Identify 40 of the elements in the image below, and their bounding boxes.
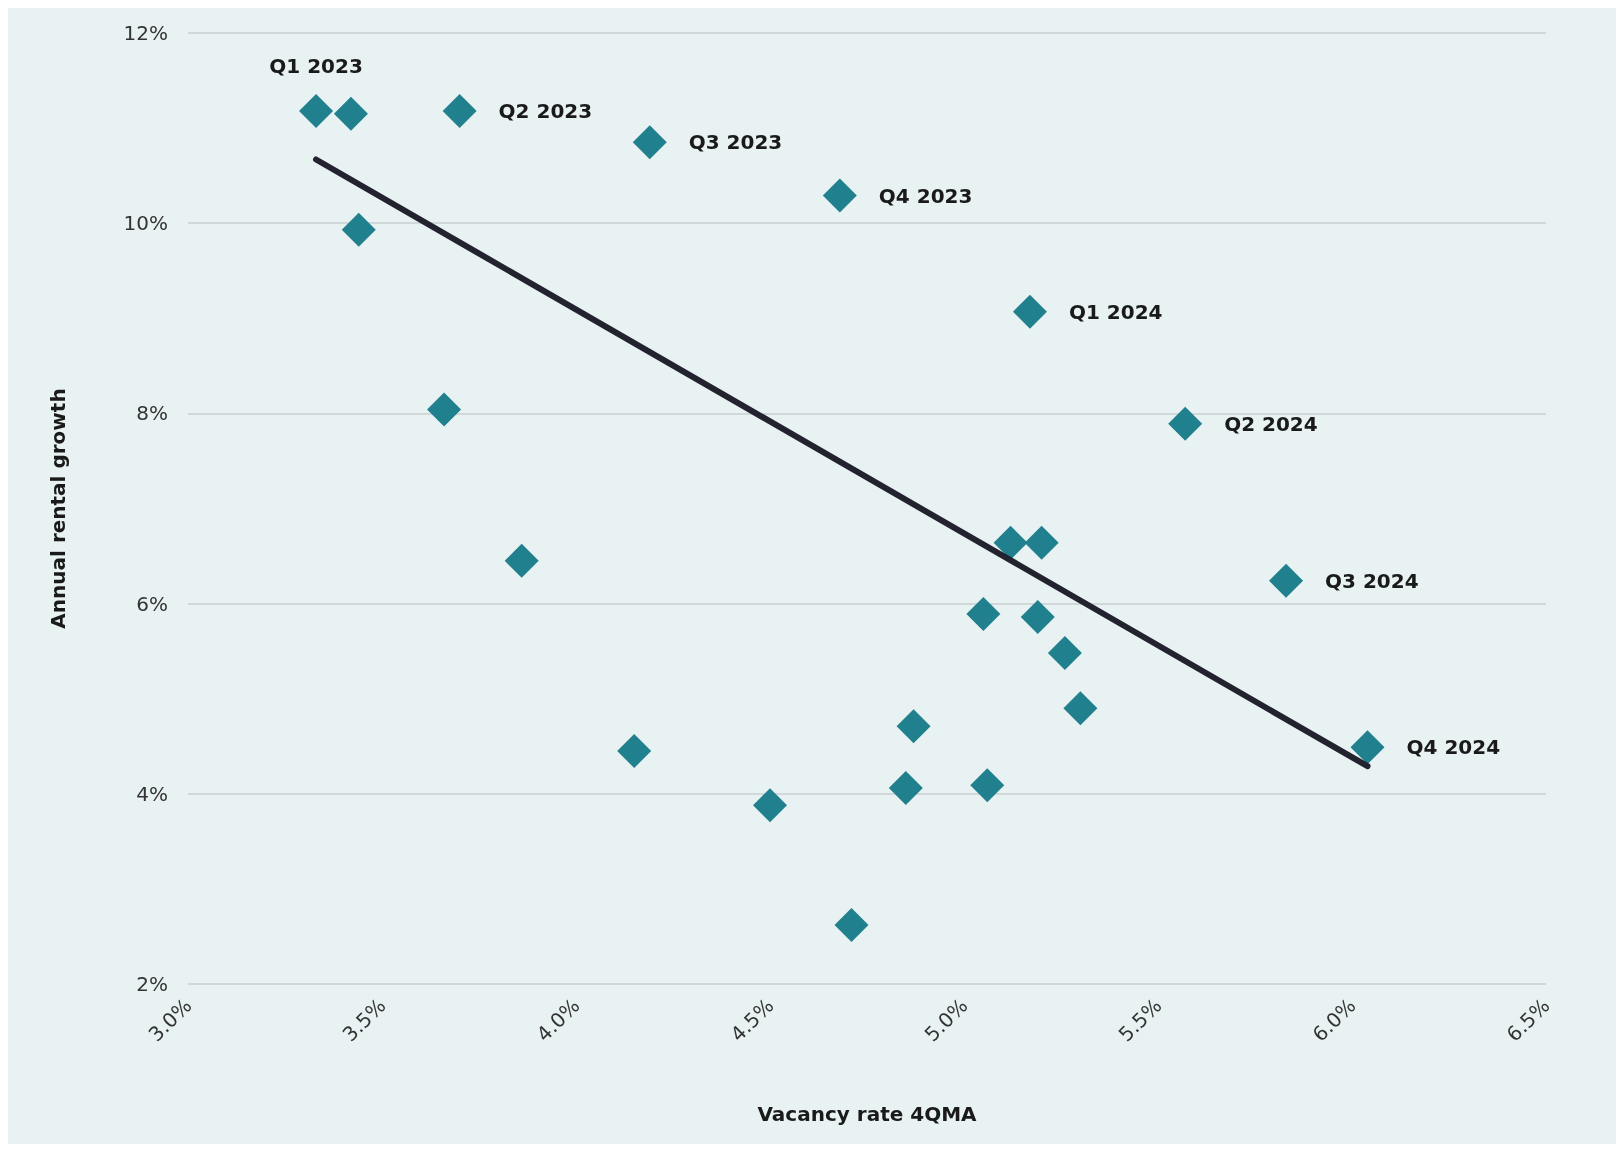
data-label: Q4 2024 <box>1406 735 1501 760</box>
y-tick-label: 4% <box>136 781 168 806</box>
point <box>993 525 1028 560</box>
point <box>1024 525 1059 560</box>
y-tick-label: 10% <box>123 211 168 236</box>
point <box>753 788 787 823</box>
data-label: Q3 2024 <box>1325 568 1419 593</box>
x-axis-title: Vacancy rate 4QMA <box>757 1102 978 1126</box>
point <box>1047 636 1082 671</box>
point <box>617 734 652 769</box>
point <box>341 212 376 247</box>
y-tick-label: 6% <box>136 591 168 616</box>
point <box>1269 563 1304 598</box>
point <box>442 93 477 128</box>
point <box>888 771 923 806</box>
point <box>504 543 539 578</box>
point <box>834 908 869 943</box>
point <box>822 178 857 213</box>
point <box>1350 730 1385 765</box>
y-tick-label: 8% <box>136 401 168 426</box>
point <box>1063 691 1098 726</box>
point <box>970 768 1005 803</box>
point <box>1168 406 1203 441</box>
point <box>299 93 334 128</box>
data-label: Q2 2023 <box>498 98 593 123</box>
data-label: Q3 2023 <box>688 130 783 155</box>
point <box>632 125 667 160</box>
data-label: Q4 2023 <box>878 183 973 208</box>
data-label: Q1 2023 <box>269 53 363 78</box>
point <box>333 96 368 131</box>
data-label: Q1 2024 <box>1068 299 1163 324</box>
y-tick-label: 2% <box>136 972 168 996</box>
point <box>966 597 1001 632</box>
data-label: Q2 2024 <box>1224 411 1318 436</box>
y-tick-label: 12% <box>123 21 168 45</box>
point <box>427 392 462 427</box>
point <box>896 709 931 744</box>
point <box>1020 599 1055 634</box>
point <box>1012 294 1047 329</box>
y-axis-title: Annual rental growth <box>46 388 70 629</box>
